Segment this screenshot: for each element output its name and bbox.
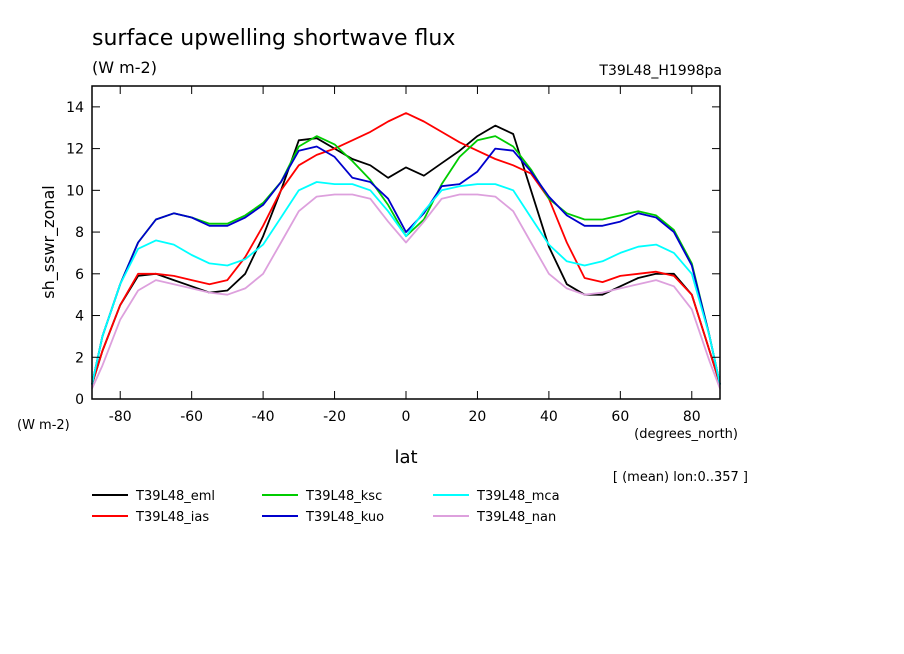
legend-label: T39L48_ksc (305, 489, 382, 504)
chart-title: surface upwelling shortwave flux (92, 26, 455, 51)
y-tick-label: 10 (66, 183, 84, 199)
x-tick-label: -80 (109, 409, 132, 425)
x-tick-label: -40 (252, 409, 275, 425)
series-line-T39L48_nan (91, 193, 721, 389)
series-layer (91, 112, 721, 389)
x-tick-label: 0 (402, 409, 411, 425)
series-line-T39L48_mca (91, 181, 721, 385)
legend-label: T39L48_ias (135, 510, 209, 525)
series-line-T39L48_eml (91, 124, 721, 385)
mean-note: [ (mean) lon:0..357 ] (613, 470, 748, 485)
series-line-T39L48_ias (91, 112, 721, 385)
chart-subtitle: (W m-2) (92, 58, 157, 77)
x-axis-unit: (degrees_north) (634, 427, 738, 442)
axis-ticks: -80 -60 -40 -20 0 20 40 60 80 0 2 4 6 8 10 12 14 (66, 86, 720, 425)
x-tick-label: 60 (611, 409, 629, 425)
y-tick-label: 2 (75, 350, 84, 366)
y-tick-label: 0 (75, 392, 84, 408)
y-tick-label: 12 (66, 142, 84, 158)
y-tick-label: 8 (75, 225, 84, 241)
x-tick-label: -60 (180, 409, 203, 425)
y-axis-label: sh_sswr_zonal (39, 185, 59, 298)
legend: T39L48_eml T39L48_ias T39L48_ksc T39L48_kuo… (92, 489, 560, 525)
x-tick-label: -20 (323, 409, 346, 425)
x-tick-label: 80 (683, 409, 701, 425)
legend-label: T39L48_eml (135, 489, 215, 504)
x-tick-label: 20 (469, 409, 487, 425)
y-tick-label: 14 (66, 100, 84, 116)
series-line-T39L48_kuo (91, 145, 721, 385)
y-tick-label: 6 (75, 267, 84, 283)
legend-label: T39L48_kuo (305, 510, 384, 525)
legend-label: T39L48_mca (476, 489, 560, 504)
legend-label: T39L48_nan (476, 510, 556, 525)
x-axis-label: lat (394, 447, 417, 468)
y-tick-label: 4 (75, 309, 84, 325)
y-axis-unit: (W m-2) (17, 418, 70, 433)
x-tick-label: 40 (540, 409, 558, 425)
run-label: T39L48_H1998pa (598, 63, 722, 79)
